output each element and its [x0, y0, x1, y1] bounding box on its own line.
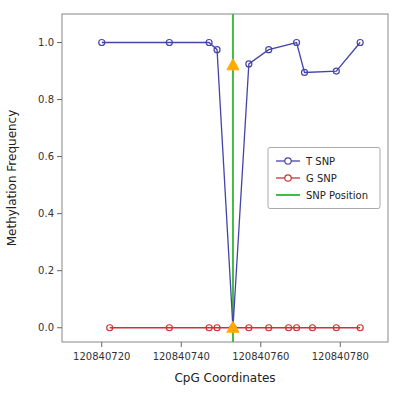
x-tick — [260, 342, 261, 347]
x-tick — [181, 342, 182, 347]
snp-marker — [227, 59, 239, 70]
series-point — [294, 325, 300, 331]
legend-box — [268, 148, 380, 209]
series-point — [357, 40, 363, 46]
series-point — [294, 40, 300, 46]
y-axis-label: Methylation Frequency — [5, 110, 19, 247]
series-point — [206, 325, 212, 331]
y-tick-label: 0.4 — [38, 208, 54, 219]
y-tick-label: 0.8 — [38, 94, 54, 105]
series-point — [214, 325, 220, 331]
series-point — [214, 47, 220, 53]
series-point — [333, 325, 339, 331]
chart: 120840720 120840740 120840760 120840780 0.0 0… — [0, 0, 400, 400]
y-tick — [57, 270, 62, 271]
y-tick-label: 0.2 — [38, 265, 54, 276]
y-tick — [57, 213, 62, 214]
x-tick — [101, 342, 102, 347]
series-point — [286, 325, 292, 331]
y-tick — [57, 42, 62, 43]
y-tick — [57, 156, 62, 157]
series-point — [246, 325, 252, 331]
series-point — [107, 325, 113, 331]
x-tick — [340, 342, 341, 347]
series-point — [166, 40, 172, 46]
series-point — [246, 61, 252, 67]
legend-marker — [285, 175, 291, 181]
snp-marker — [227, 321, 239, 332]
series-point — [309, 325, 315, 331]
x-tick-label: 120840720 — [73, 351, 130, 362]
legend-symbol — [276, 194, 300, 196]
series-point — [166, 325, 172, 331]
legend-marker — [285, 158, 291, 164]
legend-label: T SNP — [305, 156, 335, 167]
legend: T SNP G SNP SNP Position — [268, 148, 380, 209]
plot-frame — [62, 14, 388, 342]
y-tick — [57, 99, 62, 100]
series-point — [302, 69, 308, 75]
x-tick-label: 120840760 — [232, 351, 289, 362]
x-tick-label: 120840740 — [153, 351, 210, 362]
x-tick-label: 120840780 — [312, 351, 369, 362]
axes: 120840720 120840740 120840760 120840780 0.0 0… — [38, 37, 369, 362]
y-tick — [57, 327, 62, 328]
series-point — [333, 68, 339, 74]
y-tick-label: 0.6 — [38, 151, 54, 162]
y-tick-label: 0.0 — [38, 322, 54, 333]
series-point — [99, 40, 105, 46]
series-point — [266, 47, 272, 53]
x-axis-label: CpG Coordinates — [174, 371, 275, 385]
y-tick-label: 1.0 — [38, 37, 54, 48]
legend-label: SNP Position — [306, 190, 368, 201]
plot-data — [99, 14, 363, 342]
series-point — [206, 40, 212, 46]
series-point — [357, 325, 363, 331]
legend-label: G SNP — [306, 173, 337, 184]
series-point — [266, 325, 272, 331]
